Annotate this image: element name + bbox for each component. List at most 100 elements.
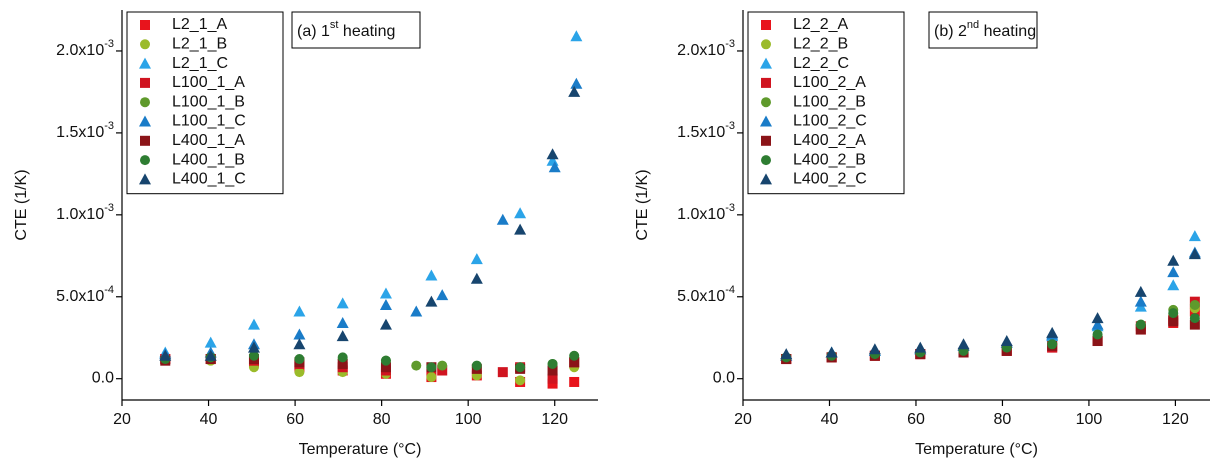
x-tick-label: 100 bbox=[455, 411, 482, 428]
tick-mantissa: 2.0x10 bbox=[56, 42, 104, 59]
legend-label: L400_2_A bbox=[793, 132, 866, 149]
tick-exponent: -4 bbox=[104, 284, 114, 296]
marker bbox=[437, 360, 448, 371]
marker bbox=[204, 336, 217, 348]
marker bbox=[570, 77, 583, 89]
legend-label: L400_2_B bbox=[793, 151, 866, 168]
legend-label: L2_2_B bbox=[793, 36, 848, 53]
y-axis-label: CTE (1/K) bbox=[634, 169, 651, 240]
marker bbox=[379, 287, 392, 299]
legend-label: L100_2_B bbox=[793, 93, 866, 110]
marker bbox=[515, 362, 526, 373]
marker bbox=[515, 375, 526, 386]
marker bbox=[380, 362, 391, 373]
marker bbox=[379, 318, 392, 330]
legend-label: L400_2_C bbox=[793, 171, 867, 188]
legend-label: L2_1_B bbox=[172, 36, 227, 53]
x-tick-label: 40 bbox=[200, 411, 218, 428]
marker bbox=[1046, 326, 1059, 338]
y-tick-label: 0.0 bbox=[713, 370, 735, 387]
marker bbox=[1000, 335, 1013, 347]
x-axis-label: Temperature (°C) bbox=[915, 441, 1038, 458]
marker bbox=[569, 350, 580, 361]
legend-label: L100_1_A bbox=[172, 74, 245, 91]
x-tick-label: 120 bbox=[541, 411, 568, 428]
marker bbox=[761, 77, 771, 88]
tick-mantissa: 1.5x10 bbox=[677, 124, 725, 141]
marker bbox=[1092, 336, 1103, 347]
marker bbox=[293, 328, 306, 340]
legend-label: L400_1_B bbox=[172, 151, 245, 168]
marker bbox=[336, 316, 349, 328]
annotation-superscript: nd bbox=[967, 19, 979, 31]
marker bbox=[471, 360, 482, 371]
marker bbox=[1167, 254, 1180, 266]
marker bbox=[569, 357, 580, 368]
tick-mantissa: 5.0x10 bbox=[677, 288, 725, 305]
marker bbox=[825, 346, 838, 358]
tick-mantissa: 1.0x10 bbox=[56, 206, 104, 223]
annotation-box bbox=[928, 11, 1038, 49]
marker bbox=[248, 350, 259, 361]
marker bbox=[247, 318, 260, 330]
y-tick-label: 0.0 bbox=[92, 370, 114, 387]
legend-label: L2_2_A bbox=[793, 16, 848, 33]
marker bbox=[761, 135, 771, 146]
x-tick-label: 80 bbox=[373, 411, 391, 428]
marker bbox=[1189, 299, 1200, 310]
legend-label: L100_1_C bbox=[172, 113, 246, 130]
marker bbox=[1188, 230, 1201, 242]
marker bbox=[140, 39, 150, 50]
legend-label: L100_2_C bbox=[793, 113, 867, 130]
y-axis-label: CTE (1/K) bbox=[13, 169, 30, 240]
marker bbox=[760, 115, 772, 127]
marker bbox=[1091, 318, 1104, 330]
marker bbox=[1135, 319, 1146, 330]
tick-exponent: -3 bbox=[725, 202, 735, 214]
marker bbox=[547, 365, 558, 376]
marker bbox=[139, 173, 151, 185]
marker bbox=[139, 57, 151, 69]
marker bbox=[336, 297, 349, 309]
marker bbox=[425, 269, 438, 281]
marker bbox=[760, 173, 772, 185]
marker bbox=[914, 341, 927, 353]
y-tick-label: 1.5x10-3 bbox=[56, 120, 114, 141]
marker bbox=[140, 155, 150, 166]
marker bbox=[514, 223, 527, 235]
marker bbox=[140, 97, 150, 108]
tick-exponent: -4 bbox=[725, 284, 735, 296]
marker bbox=[1167, 266, 1180, 278]
marker bbox=[204, 349, 217, 361]
legend-label: L2_2_C bbox=[793, 55, 849, 72]
legend-box bbox=[126, 11, 284, 195]
marker bbox=[410, 305, 423, 317]
marker bbox=[761, 20, 771, 30]
marker bbox=[1168, 308, 1179, 319]
legend-label: L100_2_A bbox=[793, 74, 866, 91]
marker bbox=[411, 360, 422, 371]
marker bbox=[1091, 312, 1104, 324]
annotation-text: heating bbox=[338, 23, 395, 40]
marker bbox=[1047, 339, 1058, 350]
marker bbox=[336, 330, 349, 342]
marker bbox=[294, 367, 305, 378]
marker bbox=[425, 295, 438, 307]
legend-label: L2_1_C bbox=[172, 55, 228, 72]
marker bbox=[497, 367, 508, 378]
marker bbox=[379, 298, 392, 310]
y-tick-label: 2.0x10-3 bbox=[677, 38, 735, 59]
x-tick-label: 60 bbox=[286, 411, 304, 428]
annotation-text: (b) 2 bbox=[934, 23, 967, 40]
marker bbox=[337, 358, 348, 369]
marker bbox=[568, 85, 581, 97]
x-tick-label: 120 bbox=[1162, 411, 1189, 428]
marker bbox=[159, 349, 172, 361]
marker bbox=[139, 115, 151, 127]
x-tick-label: 100 bbox=[1076, 411, 1103, 428]
tick-mantissa: 0.0 bbox=[92, 370, 114, 387]
marker bbox=[1189, 319, 1200, 330]
marker bbox=[293, 338, 306, 350]
panel: 20 40 60 80 100 1200.05.0x10-41.0x10-31.5x10-… bbox=[13, 10, 598, 458]
x-tick-label: 20 bbox=[734, 411, 752, 428]
